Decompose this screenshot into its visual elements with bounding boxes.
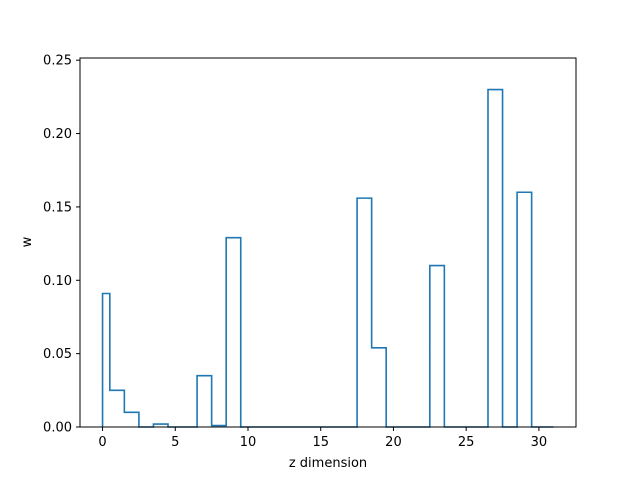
y-tick-label-2: 0.10 — [43, 274, 72, 289]
axes-frame — [79, 57, 577, 428]
axes-layer: 0 5 10 15 20 25 30 0.00 0.05 0.10 0.15 0.20 0.25 — [43, 54, 577, 450]
plot-area — [80, 58, 576, 427]
x-axis-label: z dimension — [289, 456, 367, 471]
x-tick-label-0: 0 — [98, 435, 106, 450]
x-tick-label-15: 15 — [312, 435, 329, 450]
y-tick-label-5: 0.25 — [43, 54, 72, 69]
y-axis-label: w — [20, 236, 35, 247]
y-tick-label-1: 0.05 — [43, 347, 72, 362]
y-tick-label-3: 0.15 — [43, 200, 72, 215]
x-tick-label-25: 25 — [458, 435, 475, 450]
x-tick-label-30: 30 — [531, 435, 548, 450]
y-tick-label-0: 0.00 — [43, 421, 72, 436]
x-tick-label-5: 5 — [171, 435, 179, 450]
y-tick-label-4: 0.20 — [43, 127, 72, 142]
x-tick-label-10: 10 — [240, 435, 257, 450]
x-tick-label-20: 20 — [385, 435, 402, 450]
